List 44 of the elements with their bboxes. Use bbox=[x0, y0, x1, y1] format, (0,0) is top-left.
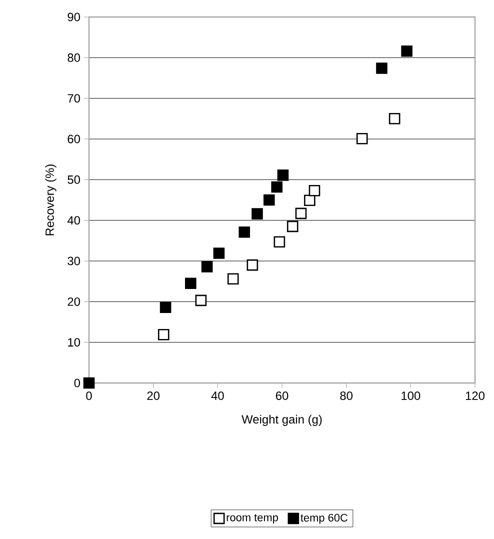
point bbox=[401, 46, 412, 57]
x-tick-label: 60 bbox=[276, 392, 288, 400]
y-tick-label: 50 bbox=[68, 175, 80, 184]
y-tick-label: 40 bbox=[67, 216, 80, 225]
point bbox=[304, 194, 316, 206]
point bbox=[277, 170, 289, 181]
point bbox=[356, 132, 368, 144]
x-tick-label: 80 bbox=[340, 392, 353, 400]
point bbox=[376, 62, 388, 74]
x-tick-label: 100 bbox=[402, 392, 420, 400]
point bbox=[201, 261, 213, 272]
point bbox=[388, 113, 400, 124]
y-tick-label: 90 bbox=[68, 12, 80, 22]
y-tick-label: 0 bbox=[74, 378, 80, 388]
point bbox=[160, 302, 172, 314]
point bbox=[246, 259, 258, 271]
x-axis-title: Weight gain (g) bbox=[242, 414, 322, 426]
x-tick-label: 120 bbox=[466, 392, 485, 400]
point bbox=[83, 377, 95, 389]
point bbox=[295, 208, 307, 220]
point bbox=[271, 181, 283, 193]
point bbox=[213, 248, 225, 259]
y-tick-label: 70 bbox=[68, 94, 80, 103]
y-tick-label: 10 bbox=[68, 338, 80, 347]
point bbox=[158, 328, 170, 340]
y-tick-label: 30 bbox=[68, 256, 80, 266]
point bbox=[263, 194, 275, 206]
y-axis-title: Recovery (%) bbox=[45, 164, 56, 236]
point bbox=[195, 294, 207, 306]
x-tick-label: 20 bbox=[147, 392, 160, 400]
y-tick-label: 60 bbox=[68, 134, 80, 144]
point bbox=[185, 278, 196, 290]
y-tick-label: 80 bbox=[68, 53, 80, 62]
point bbox=[286, 220, 298, 232]
legend-label: room temp bbox=[226, 514, 278, 524]
point bbox=[227, 273, 239, 285]
point bbox=[308, 184, 320, 196]
point bbox=[238, 226, 250, 238]
legend-label: temp 60C bbox=[300, 514, 348, 524]
x-tick-label: 0 bbox=[86, 392, 92, 400]
point bbox=[274, 236, 286, 248]
y-tick-label: 20 bbox=[68, 297, 80, 306]
x-tick-label: 40 bbox=[211, 392, 224, 400]
point bbox=[252, 208, 263, 220]
